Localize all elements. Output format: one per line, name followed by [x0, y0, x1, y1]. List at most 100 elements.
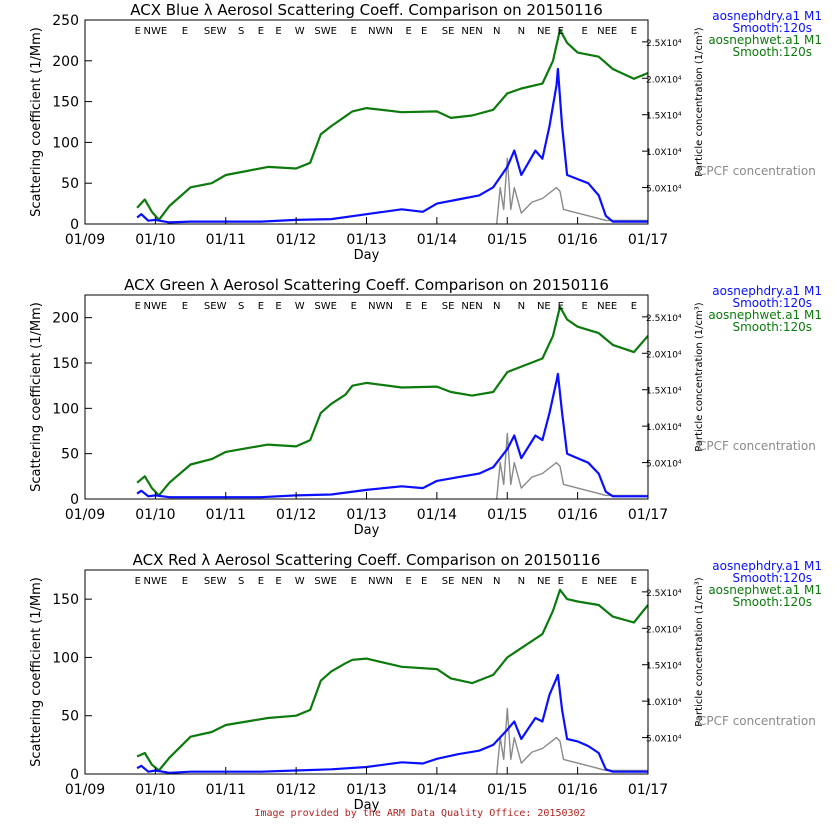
wind-direction-label: SE	[442, 301, 455, 312]
x-tick-label: 01/13	[346, 782, 386, 798]
plot-frame	[84, 569, 649, 775]
footer-credit: Image provided by the ARM Data Quality O…	[254, 808, 586, 819]
x-axis-label: Day	[354, 248, 380, 263]
wind-direction-label: E	[406, 576, 412, 587]
wind-direction-label: SE	[442, 26, 455, 37]
y2-tick-label: 5.0X10⁴	[646, 735, 682, 745]
wind-direction-label: E	[558, 26, 564, 37]
x-tick-label: 01/09	[65, 507, 105, 523]
wind-direction-label: NWN	[368, 26, 393, 37]
y-tick-label: 150	[52, 95, 79, 111]
wind-direction-label: E	[182, 576, 188, 587]
wind-direction-label: E	[421, 26, 427, 37]
x-tick-label: 01/15	[487, 232, 527, 248]
y2-tick-label: 5.0X10⁴	[646, 460, 682, 470]
y2-tick-label: 1.0X10⁴	[646, 698, 682, 708]
wind-direction-label: NWE	[144, 26, 168, 37]
y2-tick-label: 1.0X10⁴	[646, 423, 682, 433]
y-tick-label: 100	[52, 401, 79, 417]
wind-direction-label: E	[558, 576, 564, 587]
x-tick-label: 01/16	[557, 232, 597, 248]
chart-title: ACX Green λ Aerosol Scattering Coeff. Co…	[124, 276, 609, 294]
y-tick-label: 50	[61, 709, 79, 725]
y-tick-label: 200	[52, 54, 79, 70]
x-tick-label: 01/17	[628, 782, 668, 798]
x-tick-label: 01/15	[487, 782, 527, 798]
wind-direction-label: NEE	[597, 576, 617, 587]
x-tick-label: 01/13	[346, 232, 386, 248]
legend-name-dry: aosnephdry.a1 M1	[712, 9, 822, 23]
x-tick-label: 01/14	[417, 232, 457, 248]
wind-direction-label: NE	[537, 301, 551, 312]
y-tick-label: 0	[70, 492, 79, 508]
y2-axis-label: Particle concentration (1/cm³)	[694, 577, 705, 726]
wind-direction-label: E	[351, 301, 357, 312]
wind-direction-label: E	[258, 301, 264, 312]
series-line-cpcf	[496, 157, 648, 225]
wind-direction-label: SEW	[204, 576, 227, 587]
wind-direction-label: NEN	[461, 301, 482, 312]
wind-direction-label: N	[518, 576, 525, 587]
y2-tick-label: 2.0X10⁴	[646, 625, 682, 635]
wind-direction-label: E	[581, 301, 587, 312]
chart-title: ACX Blue λ Aerosol Scattering Coeff. Com…	[130, 1, 603, 19]
wind-direction-label: E	[581, 26, 587, 37]
wind-direction-label: E	[135, 26, 141, 37]
y-tick-label: 50	[61, 176, 79, 192]
wind-direction-label: W	[295, 576, 305, 587]
x-tick-label: 01/17	[628, 232, 668, 248]
wind-direction-label: NEE	[597, 301, 617, 312]
wind-direction-label: E	[406, 26, 412, 37]
y2-tick-label: 1.0X10⁴	[646, 148, 682, 158]
x-tick-label: 01/17	[628, 507, 668, 523]
wind-direction-label: W	[295, 26, 305, 37]
x-tick-label: 01/11	[206, 782, 246, 798]
y2-tick-label: 2.5X10⁴	[646, 314, 682, 324]
y2-tick-label: 2.0X10⁴	[646, 350, 682, 360]
legend-name-wet: aosnephwet.a1 M1	[708, 583, 822, 597]
wind-direction-label: N	[518, 301, 525, 312]
wind-direction-label: E	[421, 301, 427, 312]
y-tick-label: 250	[52, 13, 79, 29]
x-tick-label: 01/09	[65, 232, 105, 248]
y2-tick-label: 1.5X10⁴	[646, 112, 682, 122]
y2-axis-label: Particle concentration (1/cm³)	[694, 27, 705, 176]
y-axis-label: Scattering coefficient (1/Mm)	[29, 27, 44, 217]
wind-direction-label: SE	[442, 576, 455, 587]
wind-direction-label: NWE	[144, 301, 168, 312]
series-line-wet	[136, 588, 649, 772]
x-tick-label: 01/15	[487, 507, 527, 523]
wind-direction-label: N	[518, 26, 525, 37]
wind-direction-label: E	[275, 576, 281, 587]
legend-cpcf: CPCF concentration	[698, 714, 816, 728]
y-tick-label: 200	[52, 311, 79, 327]
wind-direction-label: NEN	[461, 26, 482, 37]
x-tick-label: 01/11	[206, 507, 246, 523]
chart-panel-2: ACX Green λ Aerosol Scattering Coeff. Co…	[29, 276, 822, 538]
legend-smooth-wet: Smooth:120s	[733, 320, 813, 334]
y-tick-label: 100	[52, 135, 79, 151]
wind-direction-label: E	[581, 576, 587, 587]
wind-direction-label: E	[135, 301, 141, 312]
legend-smooth-wet: Smooth:120s	[733, 595, 813, 609]
x-tick-label: 01/12	[276, 232, 316, 248]
wind-direction-label: E	[275, 301, 281, 312]
wind-direction-label: SWE	[314, 576, 337, 587]
legend-name-dry: aosnephdry.a1 M1	[712, 559, 822, 573]
wind-direction-label: E	[182, 26, 188, 37]
wind-direction-label: E	[135, 576, 141, 587]
y-tick-label: 150	[52, 592, 79, 608]
wind-direction-label: NEE	[597, 26, 617, 37]
y2-tick-label: 1.5X10⁴	[646, 662, 682, 672]
x-axis-label: Day	[354, 523, 380, 538]
wind-direction-label: N	[493, 26, 500, 37]
y-tick-label: 100	[52, 650, 79, 666]
x-tick-label: 01/13	[346, 507, 386, 523]
wind-direction-label: E	[631, 26, 637, 37]
series-line-cpcf	[496, 707, 648, 775]
wind-direction-label: E	[631, 301, 637, 312]
wind-direction-label: S	[238, 26, 244, 37]
wind-direction-label: E	[182, 301, 188, 312]
legend-smooth-wet: Smooth:120s	[733, 45, 813, 59]
series-line-cpcf	[496, 432, 648, 500]
